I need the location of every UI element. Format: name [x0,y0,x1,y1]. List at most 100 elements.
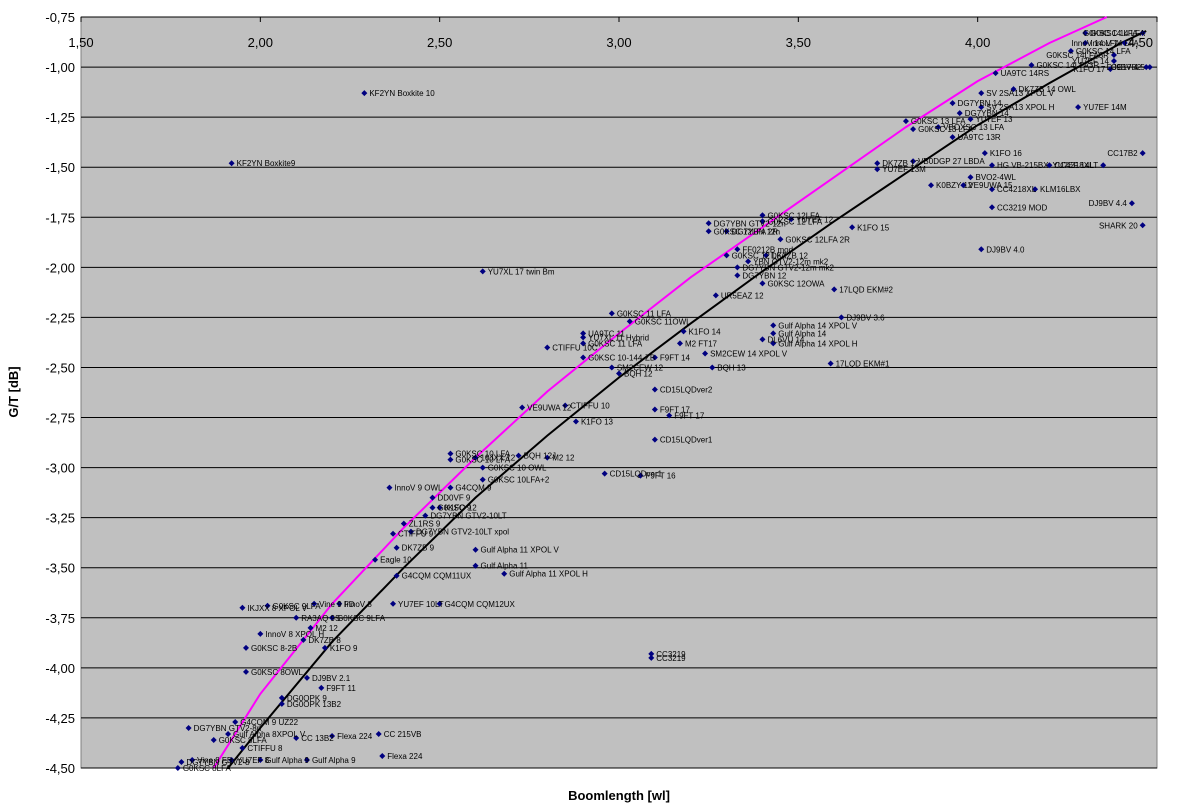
data-point [225,730,232,737]
x-tick-label: 2,50 [427,35,452,50]
data-point-label: G0KSC 9LFA [273,602,322,611]
plot-area [80,16,1158,769]
data-point-label: VE9UWA 12 [527,404,572,413]
data-point-label: DG7YBN 12n [732,227,780,236]
data-point [386,484,393,491]
data-point [723,252,730,259]
trendlines [212,16,1147,769]
data-point [472,546,479,553]
data-point-label: Gulf Alpha 8XPOL V [233,730,306,739]
data-point [379,752,386,759]
data-point-label: G0KSC 11 LFA [588,339,643,348]
data-point-label: DJ9BV 2.1 [312,674,351,683]
data-point-label: Eagle 10 [380,556,412,565]
data-point [293,734,300,741]
data-point-label: BQH 12 [624,369,653,378]
data-point [712,292,719,299]
data-point [651,354,658,361]
y-tick-label: -0,75 [45,10,75,25]
data-point [407,528,414,535]
data-point-label: SHARK 20 [1099,221,1138,230]
data-point [702,350,709,357]
data-point-label: FF0212B mod [742,245,793,254]
data-point [978,246,985,253]
data-point-label: G0KSC 12LFA [767,211,820,220]
data-point [1100,162,1107,169]
data-point-label: DK7ZB 12 [882,159,919,168]
data-point [666,412,673,419]
data-point-label: K1FO 12 [445,504,478,513]
data-point [608,364,615,371]
data-point-label: SM2CEW 12 [617,363,664,372]
data-point [278,700,285,707]
data-point [390,600,397,607]
data-point [745,258,752,265]
data-point-label: F9FT 11 [326,684,356,693]
data-point [210,736,217,743]
data-point [329,732,336,739]
data-point [232,718,239,725]
data-point [648,654,655,661]
data-point [372,556,379,563]
y-tick-label: -1,50 [45,160,75,175]
data-point [759,280,766,287]
y-tick-label: -3,25 [45,511,75,526]
data-point [680,328,687,335]
data-point [447,450,454,457]
data-point [989,162,996,169]
data-point-label: CC 13B2 [301,734,334,743]
data-point [189,756,196,763]
data-point [436,504,443,511]
data-point-label: InnoV 9 OWL [394,484,443,493]
data-point-label: G0KSC 8LFA [219,736,268,745]
data-point-label: KF2YN Boxkite9 [237,159,296,168]
data-point [777,236,784,243]
data-point-label: SV 2SA13 XPOL V [986,89,1054,98]
y-tick-label: -3,00 [45,461,75,476]
data-point-label: G0KSC 8-2B [251,644,297,653]
data-point [257,630,264,637]
data-point-label: G0KSC 10 OWL [488,464,547,473]
data-point-label: InnoV 14 LFA [1090,39,1139,48]
data-point-label: VE9UWA 15 [968,181,1013,190]
data-point [228,756,235,763]
y-tick-label: -4,50 [45,761,75,776]
data-point-label: CC4218XL [1054,161,1094,170]
data-point [242,644,249,651]
data-point-label: G0KSC 9 [437,504,471,513]
data-point [257,756,264,763]
y-tick-label: -1,00 [45,60,75,75]
data-point [759,336,766,343]
data-point-label: G0KSC 12LFA 2R [714,227,779,236]
data-point-label: CD15LQDver1 [660,436,713,445]
data-point [770,322,777,329]
data-point-label: 17LQD EKM#2 [839,285,893,294]
data-point-label: Vine 9 FD [319,600,355,609]
data-point-label: YU7EF 14M [1083,103,1127,112]
data-point-label: DJ9BV 4.5 [1107,63,1146,72]
data-point [967,116,974,123]
data-point-label: SM2CEW 14 XPOL V [710,349,788,358]
data-point-label: 17LQD EKM#1 [836,359,890,368]
data-point-label: YU7EF 14 [1072,57,1109,66]
y-tick-label: -4,00 [45,661,75,676]
data-point-label: CC17B2 [1107,149,1138,158]
data-point [1110,52,1117,59]
data-point [648,650,655,657]
data-point [1139,222,1146,229]
data-point [849,224,856,231]
data-point-label: G0KSC 14 LFA [1090,29,1145,38]
data-point [479,268,486,275]
data-point-label: G0KSC 12OWA [767,279,825,288]
data-point-label: IKJXX 8 XPOL V [247,604,307,613]
data-point-label: G0KSC 13 LFA [918,125,973,134]
data-point [874,166,881,173]
data-point-label: YU7XL 11 Hybrid [588,333,649,342]
data-point-label: F9FT 17 [660,406,691,415]
data-point [580,334,587,341]
data-point-label: G4CQM 9 [455,484,492,493]
data-point [336,600,343,607]
data-point [651,406,658,413]
data-point [447,456,454,463]
